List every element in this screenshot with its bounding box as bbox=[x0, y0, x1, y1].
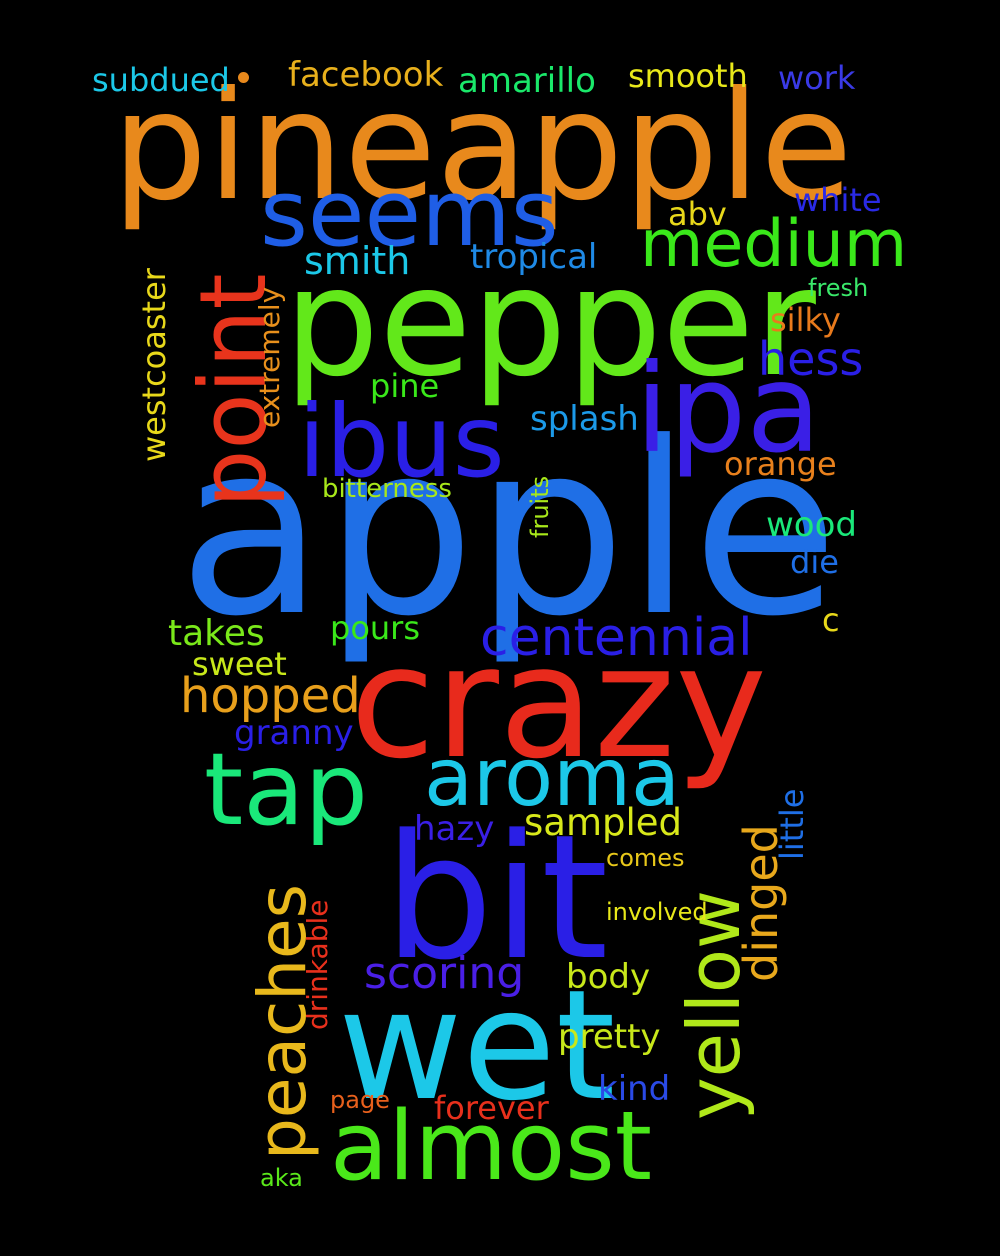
word-kind: kind bbox=[598, 1069, 671, 1109]
word-page: page bbox=[330, 1086, 390, 1114]
word-forever: forever bbox=[434, 1089, 549, 1127]
word-comes: comes bbox=[606, 844, 685, 872]
word-body: body bbox=[566, 957, 651, 997]
word-pineapple: pineapple bbox=[112, 60, 853, 234]
word-sweet: sweet bbox=[192, 645, 287, 683]
word-tropical: tropical bbox=[470, 237, 598, 277]
word-amarillo: amarillo bbox=[458, 61, 596, 101]
word-hazy: hazy bbox=[414, 809, 495, 849]
word-little: little bbox=[773, 788, 811, 860]
word-westcoaster: westcoaster bbox=[135, 268, 173, 462]
word-orange: orange bbox=[724, 445, 837, 483]
word-ibus: ibus bbox=[298, 383, 505, 500]
word-bit: bit bbox=[384, 797, 609, 998]
word-pine: pine bbox=[370, 367, 440, 405]
word-apple: apple bbox=[178, 392, 839, 669]
word-medium: medium bbox=[640, 207, 908, 282]
word-pours: pours bbox=[330, 609, 420, 647]
word-scoring: scoring bbox=[364, 948, 525, 999]
word-hess: hess bbox=[758, 332, 864, 386]
word-wood: wood bbox=[766, 505, 857, 545]
dot-marker bbox=[238, 72, 249, 83]
word-fruits: fruits bbox=[526, 475, 554, 538]
word-smith: smith bbox=[304, 239, 411, 283]
word-pepper: pepper bbox=[284, 236, 816, 410]
word-white: white bbox=[794, 181, 882, 219]
word-sampled: sampled bbox=[524, 801, 683, 844]
word-work: work bbox=[778, 59, 856, 97]
word-extremely: extremely bbox=[253, 286, 286, 428]
word-granny: granny bbox=[234, 713, 354, 753]
word-silky: silky bbox=[770, 301, 841, 339]
word-involved: involved bbox=[606, 898, 708, 926]
word-almost: almost bbox=[330, 1092, 653, 1202]
word-bitterness: bitterness bbox=[322, 474, 452, 504]
word-takes: takes bbox=[168, 613, 265, 654]
word-centennial: centennial bbox=[480, 608, 753, 668]
word-smooth: smooth bbox=[628, 57, 748, 95]
word-aroma: aroma bbox=[424, 731, 681, 824]
word-aka: aka bbox=[260, 1164, 303, 1192]
word-crazy: crazy bbox=[350, 612, 768, 793]
word-fresh: fresh bbox=[808, 274, 869, 302]
word-tap: tap bbox=[204, 731, 368, 848]
word-ipa: ipa bbox=[635, 338, 822, 480]
word-abv: abv bbox=[668, 195, 727, 233]
word-seems: seems bbox=[260, 160, 559, 267]
word-drinkable: drinkable bbox=[301, 899, 334, 1030]
word-facebook: facebook bbox=[288, 55, 444, 95]
word-c: c bbox=[822, 601, 840, 639]
word-subdued: subdued bbox=[92, 61, 230, 99]
word-pretty: pretty bbox=[558, 1017, 661, 1057]
word-die: die bbox=[790, 543, 839, 581]
word-hopped: hopped bbox=[180, 668, 361, 724]
word-splash: splash bbox=[530, 399, 639, 439]
word-wet: wet bbox=[338, 957, 616, 1134]
